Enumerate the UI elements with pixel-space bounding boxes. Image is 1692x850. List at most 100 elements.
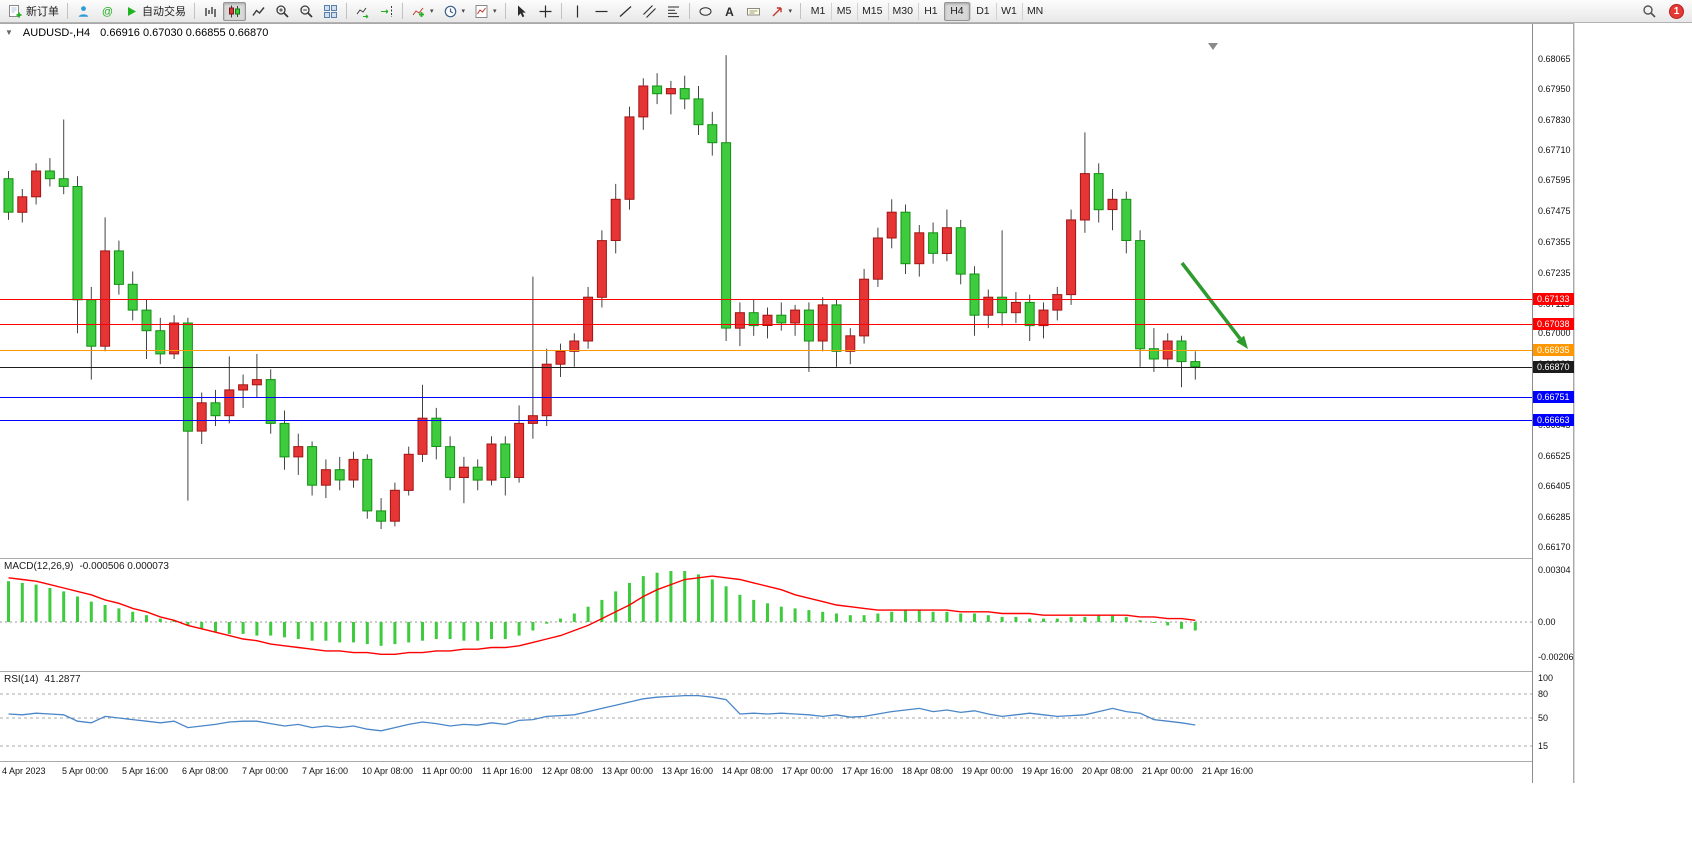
candle-bearish [141, 309, 152, 332]
macd-histogram-bar [1111, 615, 1114, 622]
search-button[interactable] [1638, 2, 1661, 21]
price-line-0.67133[interactable] [0, 299, 1532, 300]
timeframe-m5[interactable]: M5 [831, 1, 857, 21]
panel-splitter[interactable] [0, 671, 1574, 672]
macd-histogram-bar [117, 608, 121, 622]
notification-badge[interactable]: 1 [1669, 3, 1684, 19]
timeframe-m30[interactable]: M30 [887, 1, 918, 21]
clock-icon [443, 4, 458, 19]
timeframe-m1[interactable]: M1 [805, 2, 831, 21]
collapse-triangle-icon[interactable]: ▼ [5, 28, 13, 37]
price-line-label: 0.66870 [1533, 360, 1574, 373]
trendline-button[interactable] [614, 2, 637, 21]
macd-panel[interactable]: MACD(12,26,9) -0.000506 0.000073 [0, 559, 1532, 671]
candle-bullish [734, 312, 745, 329]
candle-bearish [900, 211, 911, 265]
candle-bullish [17, 196, 28, 213]
chart-bars-button[interactable] [199, 2, 222, 21]
price-axis[interactable]: 0.68065 0.67950 0.67830 0.67710 0.67595 0.674… [1532, 24, 1574, 783]
indicators-button[interactable]: ▾ [407, 2, 438, 21]
time-axis[interactable]: 4 Apr 2023 5 Apr 00:00 5 Apr 16:00 6 Apr 08… [0, 762, 1532, 783]
channel-button[interactable] [638, 2, 661, 21]
community-button[interactable]: @ [96, 2, 119, 21]
zoom-in-icon [275, 4, 290, 19]
new-order-button[interactable]: 新订单 [4, 2, 63, 21]
price-tick: 0.67475 [1538, 205, 1571, 216]
zoom-in-button[interactable] [271, 2, 294, 21]
rsi-panel[interactable]: RSI(14) 41.2877 [0, 672, 1532, 761]
chart-line-button[interactable] [247, 2, 270, 21]
candle-bearish [44, 170, 55, 180]
time-label: 5 Apr 00:00 [62, 766, 109, 776]
chart-candles-button[interactable] [223, 1, 246, 21]
toolbar-separator [402, 3, 403, 19]
candle-bullish [914, 232, 925, 265]
text-button[interactable]: A [718, 2, 741, 21]
panel-splitter[interactable] [0, 761, 1574, 762]
candle-bullish [886, 211, 897, 239]
price-line-0.66935[interactable] [0, 350, 1532, 351]
chart-shift-marker[interactable] [1208, 43, 1218, 50]
bar-chart-icon [203, 4, 218, 19]
tile-windows-button[interactable] [319, 2, 342, 21]
timeframe-m15[interactable]: M15 [857, 1, 887, 21]
macd-histogram-bar [890, 611, 894, 622]
time-label: 21 Apr 00:00 [1142, 766, 1194, 776]
candle-bullish [1038, 309, 1049, 327]
vertical-line-icon [570, 4, 585, 19]
price-plot[interactable] [0, 41, 1532, 558]
candle-bullish [196, 402, 207, 432]
time-label: 7 Apr 16:00 [302, 766, 349, 776]
templates-button[interactable]: ▾ [470, 2, 501, 21]
macd-signal-line [8, 575, 1196, 656]
candle-bullish [1066, 219, 1077, 296]
zoom-out-button[interactable] [295, 2, 318, 21]
autotrading-button[interactable]: 自动交易 [120, 2, 190, 21]
cursor-button[interactable] [510, 2, 533, 21]
price-line-label: 0.67133 [1533, 293, 1574, 305]
panel-splitter[interactable] [0, 558, 1574, 559]
candle-bullish [100, 250, 111, 347]
candle-bearish [182, 322, 193, 432]
crosshair-icon [538, 4, 553, 19]
auto-scroll-button[interactable] [351, 2, 374, 21]
text-label-button[interactable] [742, 2, 765, 21]
timeframe-d1[interactable]: D1 [969, 1, 996, 21]
chart-shift-button[interactable] [375, 2, 398, 21]
macd-histogram-bar [959, 613, 963, 622]
chart-title-bar: ▼ AUDUSD-,H4 0.66916 0.67030 0.66855 0.6… [0, 24, 1531, 41]
shapes-button[interactable] [694, 2, 717, 21]
macd-histogram-bar [1152, 622, 1156, 623]
price-tick: 0.67595 [1538, 175, 1571, 186]
rsi-value: 41.2877 [44, 674, 81, 685]
profile-button[interactable] [72, 2, 95, 21]
vertical-line-button[interactable] [566, 2, 589, 21]
timeframe-h1[interactable]: H1 [917, 1, 944, 21]
price-line-0.66751[interactable] [0, 397, 1532, 399]
macd-histogram-bar [172, 620, 176, 622]
macd-histogram-bar [614, 591, 618, 622]
candle-bearish [362, 458, 373, 512]
play-icon [124, 4, 139, 19]
fibonacci-button[interactable] [662, 2, 685, 21]
candle-bearish [307, 446, 318, 486]
candle-bullish [293, 446, 304, 458]
trend-arrow[interactable] [1180, 261, 1242, 340]
periods-button[interactable]: ▾ [439, 2, 470, 21]
time-label: 10 Apr 08:00 [362, 766, 414, 776]
macd-axis-tick: -0.00206 [1538, 652, 1574, 662]
crosshair-button[interactable] [534, 2, 557, 21]
price-line-0.67038[interactable] [0, 323, 1532, 325]
arrows-button[interactable]: ▾ [766, 2, 797, 21]
macd-histogram-bar [269, 622, 273, 636]
timeframe-h4[interactable]: H4 [943, 1, 970, 21]
macd-histogram-bar [710, 579, 714, 622]
horizontal-line-button[interactable] [590, 2, 613, 21]
price-line-0.66870[interactable] [0, 366, 1532, 368]
timeframe-mn[interactable]: MN [1021, 1, 1048, 21]
line-chart-icon [251, 4, 266, 19]
timeframe-w1[interactable]: W1 [995, 1, 1022, 21]
price-line-0.66663[interactable] [0, 420, 1532, 421]
macd-histogram-bar [255, 622, 259, 636]
candle-bullish [1107, 198, 1118, 211]
